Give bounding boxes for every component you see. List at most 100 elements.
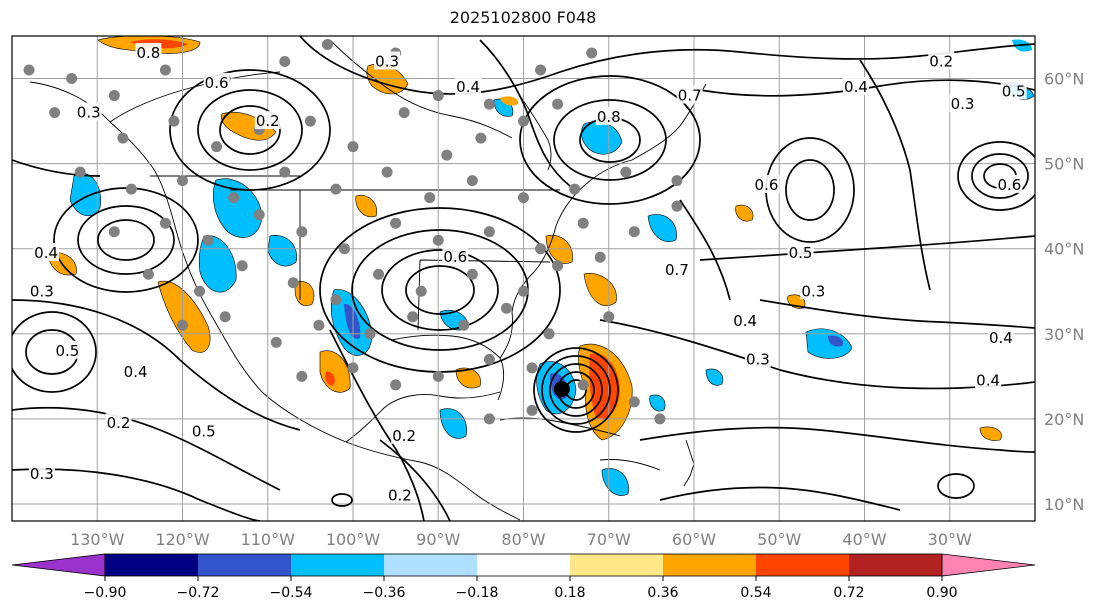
observation-dot: [142, 268, 154, 280]
observation-dot: [330, 294, 342, 306]
shade-blue-rockies: [213, 178, 263, 238]
contour-label-bg: [374, 51, 401, 70]
observation-dot: [407, 311, 419, 323]
contour-label: 0.3: [77, 104, 101, 122]
observation-dot: [441, 149, 453, 161]
observation-dot: [23, 64, 35, 76]
contour-label: 0.8: [136, 44, 160, 62]
observation-dot: [526, 362, 538, 374]
colorbar-segment: [663, 554, 757, 576]
observation-dot: [500, 302, 512, 314]
contour-label: 0.5: [55, 342, 79, 360]
contour-label: 0.4: [844, 78, 868, 96]
colorbar-tick-label: 0.90: [926, 585, 957, 601]
shade-blue-caribbean: [439, 408, 467, 439]
shade-blue-pacnw: [69, 173, 101, 217]
colorbar-tick-label: −0.54: [270, 585, 313, 601]
shade-orange-canada: [355, 194, 378, 218]
observation-dot: [432, 370, 444, 382]
contour-label-bg: [54, 340, 81, 359]
contour-label-bg: [928, 51, 955, 70]
shade-orange-atlantic-east: [979, 426, 1002, 441]
observation-dot: [177, 319, 188, 331]
hurricane-center-marker[interactable]: [553, 381, 570, 398]
observation-dot: [654, 413, 666, 425]
lat-tick-label: 40°N: [1044, 240, 1084, 259]
coastline-layer: [29, 39, 707, 521]
contour-label: 0.7: [665, 261, 689, 279]
contour-label: 0.2: [256, 112, 280, 130]
observation-dot: [594, 251, 606, 263]
lon-tick-label: 130°W: [70, 530, 125, 548]
shade-orange-baja: [157, 280, 211, 353]
observation-dot: [628, 396, 640, 408]
observation-dot: [577, 379, 589, 391]
contour-label: 0.8: [597, 108, 621, 126]
contour-label-bg: [744, 349, 771, 368]
contour-label: 0.5: [192, 423, 216, 441]
contour-label-bg: [949, 94, 976, 113]
observation-dot: [236, 260, 248, 272]
colorbar-segment: [198, 554, 292, 576]
lon-tick-label: 40°W: [842, 530, 886, 548]
contour-label-bg: [455, 77, 482, 96]
colorbar-tick-label: −0.72: [177, 585, 220, 601]
observation-dot: [168, 115, 180, 127]
observation-dot: [535, 243, 547, 255]
observation-dot: [552, 98, 564, 110]
contour-label-bg: [800, 281, 827, 300]
contour-label: 0.4: [976, 372, 1000, 390]
observation-dot: [270, 336, 282, 348]
observation-dot: [620, 166, 632, 178]
observation-dot: [219, 311, 231, 323]
lon-tick-label: 60°W: [672, 530, 716, 548]
observation-dot: [108, 90, 120, 102]
observation-dot: [483, 353, 495, 365]
observation-dot: [364, 328, 376, 340]
observation-dots: [23, 39, 683, 425]
contour-label-bg: [1000, 81, 1027, 100]
colorbar-over-triangle: [941, 553, 1036, 577]
lon-tick-label: 50°W: [757, 530, 801, 548]
lon-tick-label: 100°W: [326, 530, 381, 548]
contour-label: 0.2: [929, 53, 953, 71]
observation-dot: [483, 226, 495, 238]
observation-dot: [117, 132, 129, 144]
contour-label-bg: [391, 425, 418, 444]
contour-label: 0.6: [755, 176, 779, 194]
observation-dot: [415, 285, 427, 297]
observation-dot: [569, 183, 581, 195]
shade-orange-bering: [500, 96, 519, 106]
colorbar-segment: [849, 554, 943, 576]
lon-tick-label: 70°W: [587, 530, 631, 548]
observation-dot: [552, 260, 564, 272]
colorbar-tick-label: 0.18: [554, 585, 585, 601]
shade-blue-atlantic-east: [805, 328, 853, 359]
observation-dot: [466, 175, 478, 187]
observation-dot: [279, 56, 291, 68]
colorbar-tick-label: 0.72: [833, 585, 864, 601]
observation-dot: [628, 226, 640, 238]
observation-dot: [483, 98, 495, 110]
observation-dot: [390, 217, 402, 229]
contour-label-bg: [28, 464, 55, 483]
lon-tick-label: 90°W: [416, 530, 460, 548]
map-canvas[interactable]: 0.8 0.6 0.3 0.2 0.3 0.4 0.7 0.8 0.6 0.4 0.2 0.3 0.5 0…: [0, 0, 1105, 548]
contour-label: 0.3: [801, 282, 825, 300]
observation-dot: [373, 268, 385, 280]
observation-dot: [202, 234, 214, 246]
contour-label: 0.2: [388, 486, 412, 504]
observation-dot: [304, 115, 316, 127]
contour-label-bg: [442, 247, 469, 266]
longitude-tick-labels: 130°W 120°W 110°W 100°W 90°W 80°W 70°W 60°W 50°W…: [70, 530, 972, 548]
contour-label-bg: [254, 111, 281, 130]
contour-label-bg: [676, 85, 703, 104]
contour-label-bg: [987, 328, 1014, 347]
observation-dot: [347, 362, 359, 374]
observation-dot: [535, 64, 547, 76]
shade-blue-rockies-south: [198, 235, 237, 293]
observation-dot: [228, 192, 240, 204]
lon-tick-label: 120°W: [155, 530, 210, 548]
observation-dot: [518, 285, 529, 297]
contour-label-bg: [753, 174, 780, 193]
